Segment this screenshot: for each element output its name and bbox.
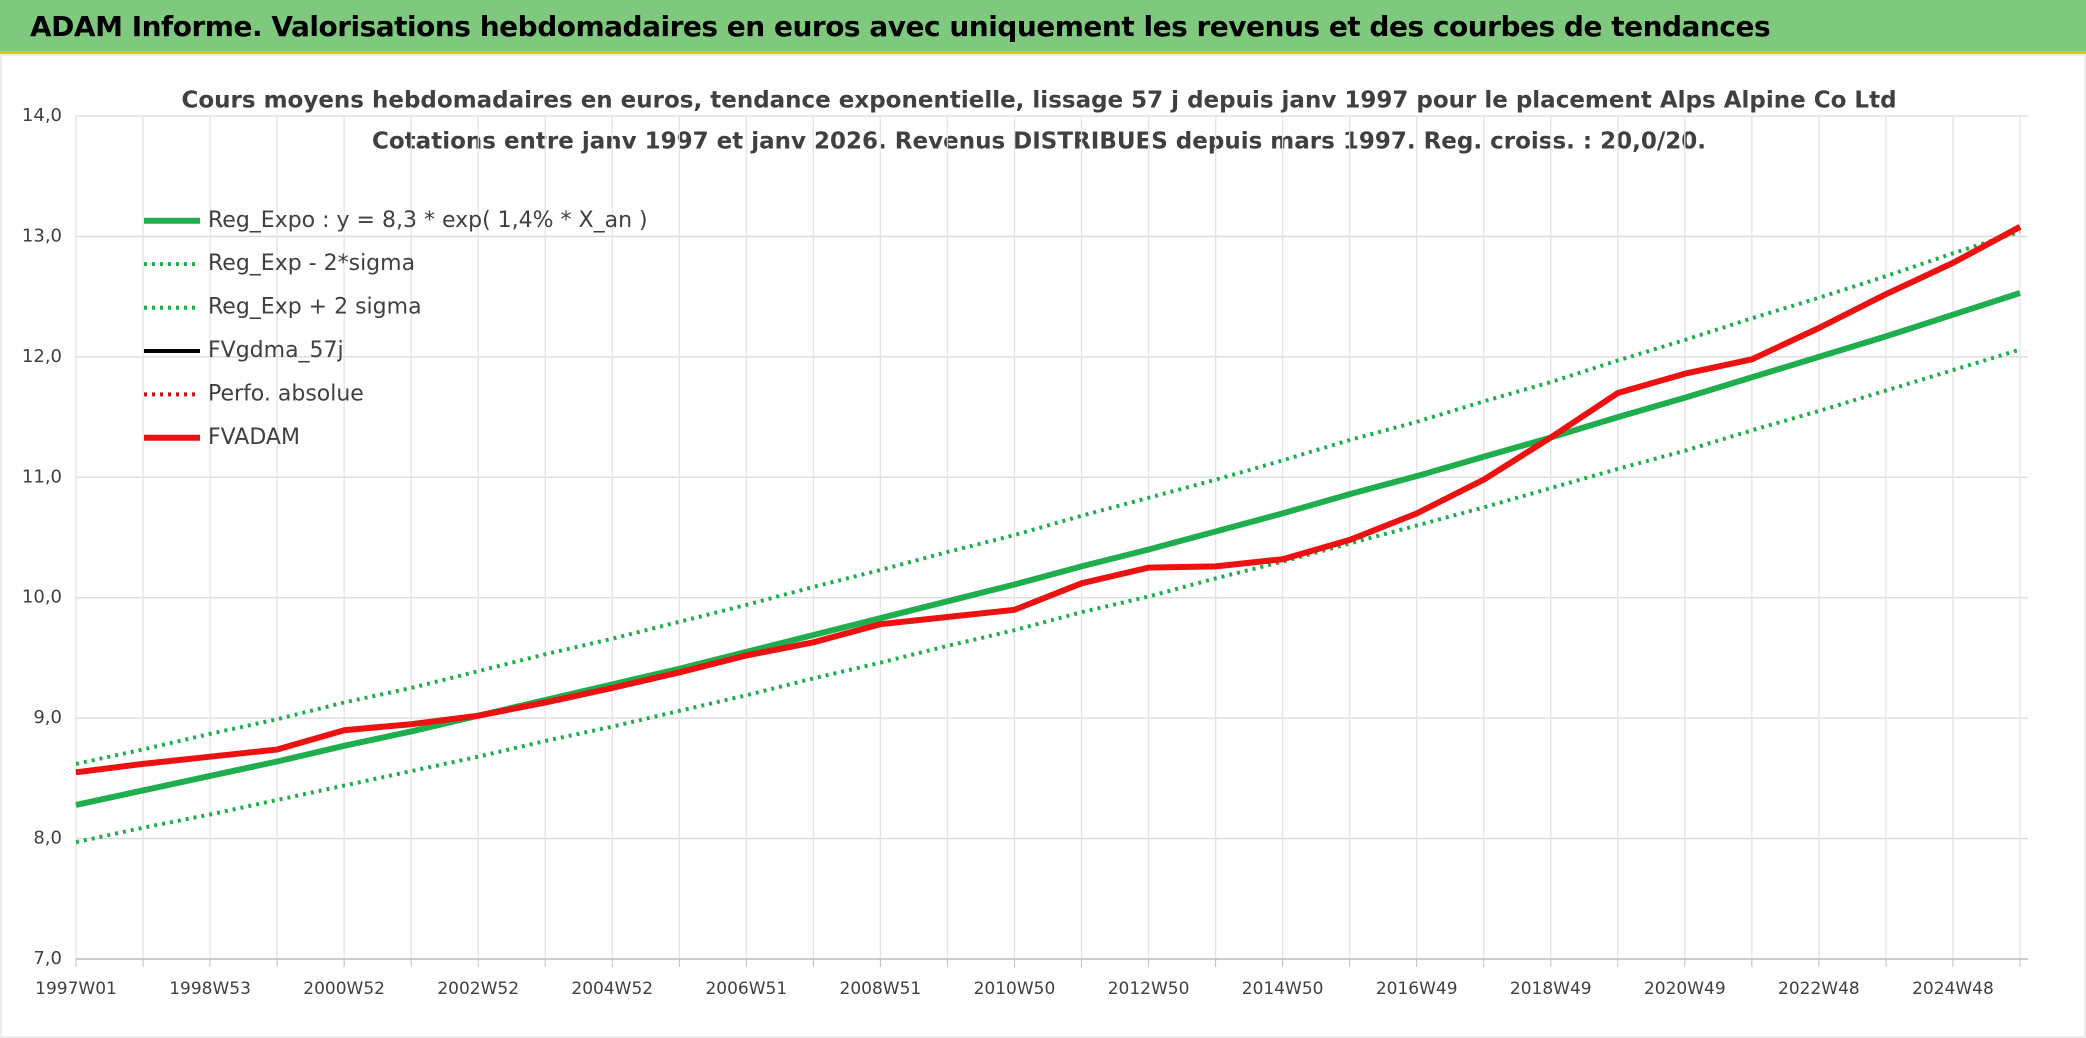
y-tick-label: 14,0 — [22, 105, 62, 126]
x-tick-label: 2024W48 — [1912, 979, 1994, 999]
y-tick-label: 12,0 — [22, 346, 62, 367]
x-tick-label: 2000W52 — [303, 979, 385, 999]
legend-label: FVgdma_57j — [208, 338, 344, 363]
y-tick-label: 11,0 — [22, 466, 62, 487]
y-tick-label: 8,0 — [33, 828, 62, 849]
series-line — [75, 290, 2021, 808]
x-tick-label: 2002W52 — [437, 979, 519, 999]
y-tick-label: 10,0 — [22, 587, 62, 608]
x-tick-label: 2014W50 — [1242, 979, 1324, 999]
chart: Cours moyens hebdomadaires en euros, ten… — [0, 54, 2086, 1038]
header-title: ADAM Informe. Valorisations hebdomadaire… — [30, 10, 1771, 43]
x-tick-label: 1998W53 — [169, 979, 251, 999]
series-line — [75, 224, 2022, 776]
y-tick-label: 7,0 — [33, 948, 62, 969]
x-tick-label: 2010W50 — [974, 979, 1056, 999]
x-tick-label: 2004W52 — [571, 979, 653, 999]
series-line — [75, 229, 2021, 766]
legend-label: Reg_Exp + 2 sigma — [208, 295, 422, 320]
x-tick-label: 1997W01 — [35, 979, 117, 999]
x-tick-label: 2022W48 — [1778, 979, 1860, 999]
y-tick-label: 13,0 — [22, 225, 62, 246]
x-tick-label: 2020W49 — [1644, 979, 1726, 999]
legend-label: Reg_Expo : y = 8,3 * exp( 1,4% * X_an ) — [208, 208, 648, 233]
x-tick-label: 2018W49 — [1510, 979, 1592, 999]
chart-frame — [0, 54, 2086, 1038]
legend-label: FVADAM — [208, 425, 300, 450]
chart-subtitle: Cotations entre janv 1997 et janv 2026. … — [372, 129, 1706, 155]
header: ADAM Informe. Valorisations hebdomadaire… — [0, 0, 2086, 54]
x-tick-label: 2012W50 — [1108, 979, 1190, 999]
y-tick-label: 9,0 — [33, 707, 62, 728]
legend-label: Reg_Exp - 2*sigma — [208, 251, 415, 276]
x-tick-label: 2016W49 — [1376, 979, 1458, 999]
legend-label: Perfo. absolue — [208, 381, 364, 406]
x-tick-label: 2006W51 — [705, 979, 787, 999]
chart-title: Cours moyens hebdomadaires en euros, ten… — [181, 88, 1896, 114]
x-tick-label: 2008W51 — [840, 979, 922, 999]
